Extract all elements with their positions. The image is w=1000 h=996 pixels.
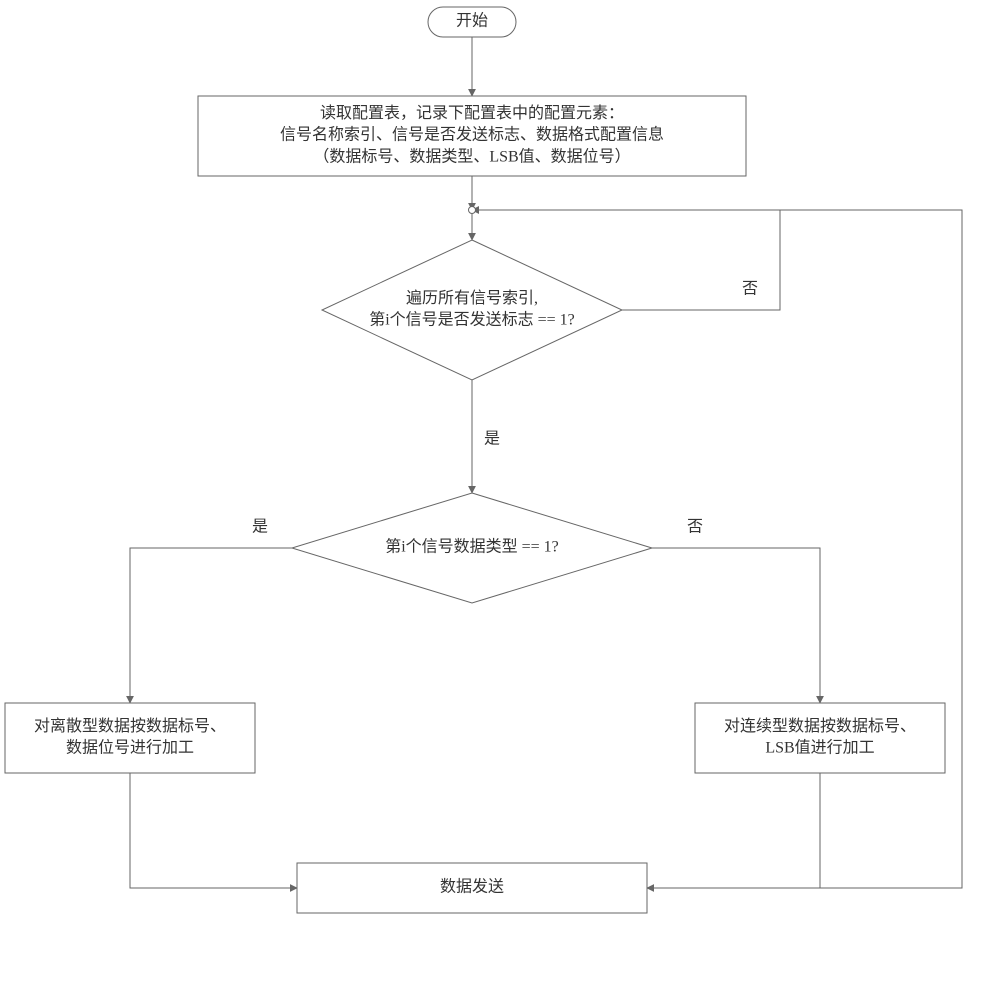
node-read_config-line-2: （数据标号、数据类型、LSB值、数据位号） <box>313 147 630 165</box>
flowchart-canvas: 否是是否开始读取配置表，记录下配置表中的配置元素：信号名称索引、信号是否发送标志… <box>0 0 1000 996</box>
edge-8 <box>647 773 820 888</box>
node-send-line-0: 数据发送 <box>440 878 504 896</box>
node-read_config-line-0: 读取配置表，记录下配置表中的配置元素： <box>320 104 624 122</box>
node-proc_continuous: 对连续型数据按数据标号、 LSB值进行加工 <box>695 703 945 773</box>
node-read_config: 读取配置表，记录下配置表中的配置元素： 信号名称索引、信号是否发送标志、数据格式配… <box>198 96 746 176</box>
node-read_config-line-1: 信号名称索引、信号是否发送标志、数据格式配置信息 <box>280 126 664 144</box>
node-start-line-0: 开始 <box>456 12 488 30</box>
node-proc_continuous-line-0: 对连续型数据按数据标号、 <box>724 717 916 735</box>
node-dec_type-line-0: 第i个信号数据类型 == 1? <box>385 538 559 556</box>
node-proc_discrete-line-1: 数据位号进行加工 <box>66 738 194 756</box>
edge-label-6: 否 <box>687 519 703 536</box>
node-send: 数据发送 <box>297 863 647 913</box>
edge-6 <box>652 548 820 703</box>
node-dec_flag: 遍历所有信号索引, 第i个信号是否发送标志 == 1? <box>322 240 622 380</box>
node-proc_discrete: 对离散型数据按数据标号、数据位号进行加工 <box>5 703 255 773</box>
edge-label-5: 是 <box>252 519 268 536</box>
node-dec_flag-line-0: 遍历所有信号索引, <box>406 289 538 307</box>
edge-5 <box>130 548 292 703</box>
junction-j1 <box>469 207 476 214</box>
node-proc_discrete-line-0: 对离散型数据按数据标号、 <box>34 717 226 735</box>
node-proc_continuous-line-1: LSB值进行加工 <box>765 738 874 756</box>
edge-label-3: 否 <box>742 281 758 298</box>
edge-label-4: 是 <box>484 431 500 448</box>
node-dec_flag-line-1: 第i个信号是否发送标志 == 1? <box>369 310 575 328</box>
node-dec_type: 第i个信号数据类型 == 1? <box>292 493 652 603</box>
node-start: 开始 <box>428 7 516 37</box>
edge-7 <box>130 773 297 888</box>
